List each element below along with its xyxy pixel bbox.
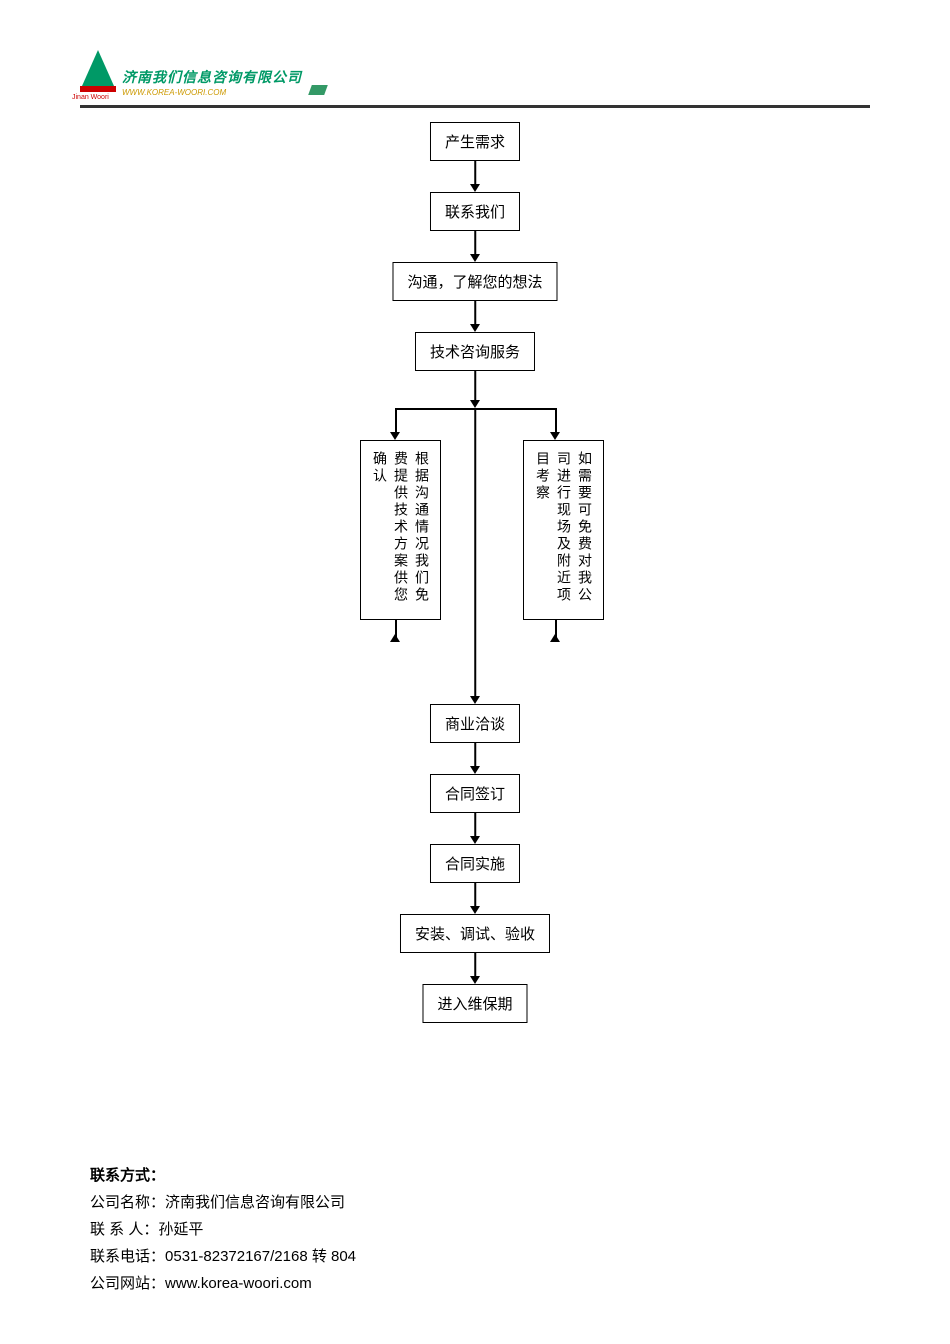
- arrowhead-down-icon: [470, 400, 480, 408]
- header-divider: [80, 105, 870, 108]
- arrow: [474, 952, 476, 976]
- flow-node-install: 安装、调试、验收: [400, 914, 550, 953]
- flow-node-contract-sign: 合同签订: [430, 774, 520, 813]
- contact-phone: 联系电话：0531-82372167/2168 转 804: [90, 1243, 950, 1270]
- contact-person-value: 孙延平: [158, 1221, 203, 1238]
- logo-sublabel: Jinan Woori: [72, 94, 114, 101]
- contact-website-label: 公司网站：: [90, 1275, 165, 1292]
- contact-heading: 联系方式：: [90, 1162, 950, 1189]
- node-label: 合同签订: [445, 786, 505, 803]
- arrow: [474, 742, 476, 766]
- contact-phone-label: 联系电话：: [90, 1248, 165, 1265]
- arrowhead-up-icon: [390, 634, 400, 642]
- flow-node-maintenance: 进入维保期: [422, 984, 527, 1023]
- arrowhead-down-icon: [470, 906, 480, 914]
- flow-node-communicate: 沟通，了解您的想法: [392, 262, 557, 301]
- arrow: [474, 300, 476, 324]
- flow-node-tech-consult: 技术咨询服务: [415, 332, 535, 371]
- flow-node-free-plan: 根据沟通情况我们免费提供技术方案供您确认: [360, 440, 441, 620]
- process-flowchart: 产生需求 联系我们 沟通，了解您的想法 技术咨询服务 根据沟通情况我们免费提供技…: [265, 122, 685, 1042]
- arrow: [474, 812, 476, 836]
- logo-company-name: 济南我们信息咨询有限公司: [122, 67, 302, 87]
- contact-website-value: www.korea-woori.com: [165, 1275, 312, 1292]
- page-header: Jinan Woori 济南我们信息咨询有限公司 WWW.KOREA-WOORI…: [0, 0, 950, 101]
- arrowhead-up-icon: [550, 634, 560, 642]
- arrowhead-down-icon: [470, 696, 480, 704]
- node-label: 合同实施: [445, 856, 505, 873]
- node-label: 进入维保期: [437, 996, 512, 1013]
- node-label: 沟通，了解您的想法: [407, 274, 542, 291]
- branch-left-line: [395, 408, 397, 432]
- contact-person-label: 联 系 人：: [90, 1221, 158, 1238]
- flow-node-demand: 产生需求: [430, 122, 520, 161]
- node-label: 安装、调试、验收: [415, 926, 535, 943]
- logo: Jinan Woori 济南我们信息咨询有限公司 WWW.KOREA-WOORI…: [82, 50, 950, 101]
- node-label: 技术咨询服务: [430, 344, 520, 361]
- logo-accent-icon: [308, 85, 328, 95]
- arrowhead-down-icon: [470, 976, 480, 984]
- node-label: 如需要可免费对我公司进行现场及附近项目考察: [532, 451, 595, 609]
- contact-phone-value: 0531-82372167/2168 转 804: [165, 1248, 356, 1265]
- contact-section: 联系方式： 公司名称：济南我们信息咨询有限公司 联 系 人：孙延平 联系电话：0…: [90, 1162, 950, 1297]
- logo-triangle-icon: [82, 50, 114, 86]
- flow-node-site-visit: 如需要可免费对我公司进行现场及附近项目考察: [523, 440, 604, 620]
- contact-company-value: 济南我们信息咨询有限公司: [165, 1194, 345, 1211]
- flow-node-contract-implement: 合同实施: [430, 844, 520, 883]
- arrowhead-down-icon: [470, 766, 480, 774]
- node-label: 联系我们: [445, 204, 505, 221]
- branch-right-line: [555, 408, 557, 432]
- contact-company: 公司名称：济南我们信息咨询有限公司: [90, 1189, 950, 1216]
- logo-text: 济南我们信息咨询有限公司 WWW.KOREA-WOORI.COM: [122, 67, 302, 97]
- node-label: 产生需求: [445, 134, 505, 151]
- arrow: [474, 370, 476, 400]
- arrowhead-down-icon: [470, 184, 480, 192]
- arrow: [474, 160, 476, 184]
- arrowhead-down-icon: [470, 836, 480, 844]
- arrow: [474, 230, 476, 254]
- contact-person: 联 系 人：孙延平: [90, 1216, 950, 1243]
- arrowhead-down-icon: [550, 432, 560, 440]
- arrow: [474, 882, 476, 906]
- arrowhead-down-icon: [470, 254, 480, 262]
- logo-url: WWW.KOREA-WOORI.COM: [122, 88, 302, 97]
- arrowhead-down-icon: [470, 324, 480, 332]
- flow-node-contact: 联系我们: [430, 192, 520, 231]
- center-through-line: [474, 408, 476, 696]
- node-label: 根据沟通情况我们免费提供技术方案供您确认: [369, 451, 432, 609]
- node-label: 商业洽谈: [445, 716, 505, 733]
- arrowhead-down-icon: [390, 432, 400, 440]
- contact-website: 公司网站：www.korea-woori.com: [90, 1270, 950, 1297]
- contact-company-label: 公司名称：: [90, 1194, 165, 1211]
- flow-node-negotiation: 商业洽谈: [430, 704, 520, 743]
